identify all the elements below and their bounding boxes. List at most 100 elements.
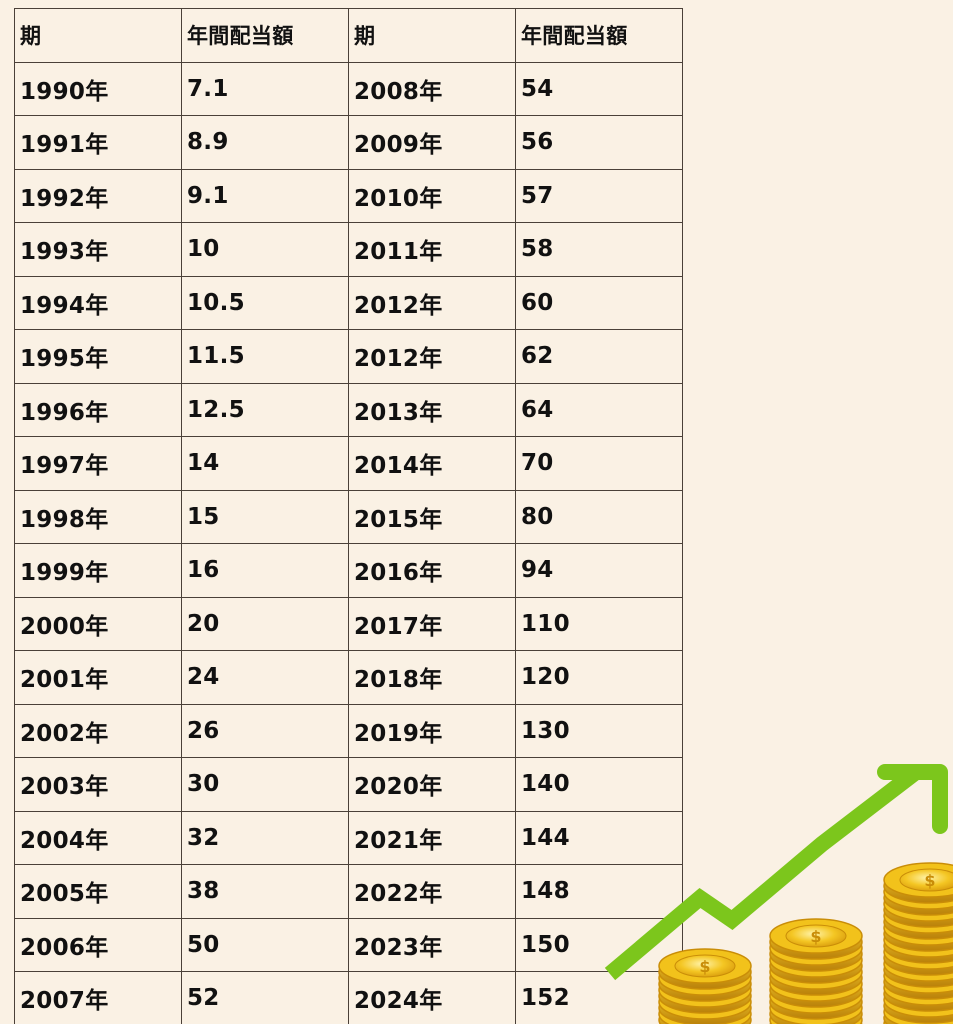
header-period-right: 期 (348, 8, 516, 63)
svg-text:$: $ (810, 927, 821, 946)
table-row: 2001年 24 2018年 120 (14, 650, 683, 705)
cell-period-left: 1991年 (14, 115, 182, 170)
table-row: 2002年 26 2019年 130 (14, 703, 683, 758)
cell-dividend-right: 56 (515, 115, 683, 170)
cell-dividend-left: 38 (181, 864, 349, 919)
cell-period-right: 2017年 (348, 596, 516, 651)
cell-dividend-right: 70 (515, 436, 683, 491)
rising-arrow-icon (604, 764, 948, 981)
cell-dividend-right: 152 (515, 971, 683, 1024)
table-row: 1991年 8.9 2009年 56 (14, 115, 683, 170)
cell-dividend-left: 10.5 (181, 275, 349, 330)
table-row: 1998年 15 2015年 80 (14, 489, 683, 544)
cell-period-right: 2008年 (348, 61, 516, 116)
cell-period-left: 2003年 (14, 757, 182, 812)
cell-period-right: 2022年 (348, 864, 516, 919)
cell-dividend-right: 80 (515, 489, 683, 544)
cell-dividend-right: 110 (515, 596, 683, 651)
cell-period-right: 2021年 (348, 810, 516, 865)
svg-text:$: $ (924, 871, 935, 890)
cell-dividend-right: 94 (515, 543, 683, 598)
header-annual-dividend-left: 年間配当額 (181, 8, 349, 63)
cell-period-left: 2004年 (14, 810, 182, 865)
cell-period-left: 2002年 (14, 703, 182, 758)
table-row: 1996年 12.5 2013年 64 (14, 382, 683, 437)
cell-period-left: 2001年 (14, 650, 182, 705)
cell-dividend-right: 54 (515, 61, 683, 116)
cell-period-left: 1994年 (14, 275, 182, 330)
coin-stacks-icon: $ $ $ (658, 862, 953, 1024)
cell-period-left: 1995年 (14, 329, 182, 384)
table-row: 2007年 52 2024年 152 (14, 971, 683, 1024)
cell-period-right: 2009年 (348, 115, 516, 170)
cell-dividend-left: 12.5 (181, 382, 349, 437)
cell-dividend-right: 144 (515, 810, 683, 865)
cell-dividend-left: 8.9 (181, 115, 349, 170)
cell-period-left: 2006年 (14, 917, 182, 972)
cell-dividend-left: 32 (181, 810, 349, 865)
table-row: 1999年 16 2016年 94 (14, 543, 683, 598)
cell-period-left: 1996年 (14, 382, 182, 437)
cell-period-left: 1993年 (14, 222, 182, 277)
table-row: 2003年 30 2020年 140 (14, 757, 683, 812)
cell-period-left: 1998年 (14, 489, 182, 544)
table-row: 1997年 14 2014年 70 (14, 436, 683, 491)
cell-dividend-left: 9.1 (181, 168, 349, 223)
cell-period-left: 2000年 (14, 596, 182, 651)
cell-dividend-left: 16 (181, 543, 349, 598)
table-row: 2005年 38 2022年 148 (14, 864, 683, 919)
table-row: 1993年 10 2011年 58 (14, 222, 683, 277)
cell-period-right: 2013年 (348, 382, 516, 437)
cell-period-right: 2018年 (348, 650, 516, 705)
svg-text:$: $ (699, 957, 710, 976)
table-row: 2004年 32 2021年 144 (14, 810, 683, 865)
cell-period-right: 2015年 (348, 489, 516, 544)
cell-dividend-left: 24 (181, 650, 349, 705)
cell-period-left: 1990年 (14, 61, 182, 116)
table-body: 1990年 7.1 2008年 54 1991年 8.9 2009年 56 1992年 9.1 20… (14, 61, 683, 1024)
cell-dividend-right: 62 (515, 329, 683, 384)
cell-dividend-left: 20 (181, 596, 349, 651)
cell-dividend-right: 148 (515, 864, 683, 919)
cell-dividend-right: 60 (515, 275, 683, 330)
dividend-table: 期 年間配当額 期 年間配当額 1990年 7.1 2008年 54 1991年 8.9 2… (14, 8, 683, 1024)
cell-period-right: 2019年 (348, 703, 516, 758)
table-header-row: 期 年間配当額 期 年間配当額 (14, 8, 683, 63)
cell-period-left: 1997年 (14, 436, 182, 491)
header-period-left: 期 (14, 8, 182, 63)
cell-period-left: 2005年 (14, 864, 182, 919)
table-row: 1995年 11.5 2012年 62 (14, 329, 683, 384)
cell-dividend-left: 7.1 (181, 61, 349, 116)
table-row: 2006年 50 2023年 150 (14, 917, 683, 972)
cell-dividend-left: 50 (181, 917, 349, 972)
cell-period-right: 2023年 (348, 917, 516, 972)
table-row: 1992年 9.1 2010年 57 (14, 168, 683, 223)
cell-dividend-left: 30 (181, 757, 349, 812)
cell-period-left: 1992年 (14, 168, 182, 223)
cell-period-right: 2012年 (348, 275, 516, 330)
cell-dividend-left: 11.5 (181, 329, 349, 384)
cell-period-left: 1999年 (14, 543, 182, 598)
cell-period-right: 2010年 (348, 168, 516, 223)
cell-dividend-right: 130 (515, 703, 683, 758)
cell-period-right: 2014年 (348, 436, 516, 491)
table-row: 2000年 20 2017年 110 (14, 596, 683, 651)
cell-dividend-right: 57 (515, 168, 683, 223)
cell-period-right: 2011年 (348, 222, 516, 277)
cell-dividend-left: 15 (181, 489, 349, 544)
cell-dividend-left: 10 (181, 222, 349, 277)
cell-period-right: 2016年 (348, 543, 516, 598)
cell-dividend-right: 64 (515, 382, 683, 437)
cell-period-left: 2007年 (14, 971, 182, 1024)
cell-dividend-right: 140 (515, 757, 683, 812)
cell-dividend-right: 58 (515, 222, 683, 277)
cell-dividend-left: 14 (181, 436, 349, 491)
cell-dividend-left: 26 (181, 703, 349, 758)
cell-period-right: 2024年 (348, 971, 516, 1024)
coin-stacks-with-rising-arrow-icon: $ $ $ (604, 764, 953, 1024)
cell-dividend-left: 52 (181, 971, 349, 1024)
table-row: 1990年 7.1 2008年 54 (14, 61, 683, 116)
cell-period-right: 2020年 (348, 757, 516, 812)
table-row: 1994年 10.5 2012年 60 (14, 275, 683, 330)
cell-dividend-right: 120 (515, 650, 683, 705)
